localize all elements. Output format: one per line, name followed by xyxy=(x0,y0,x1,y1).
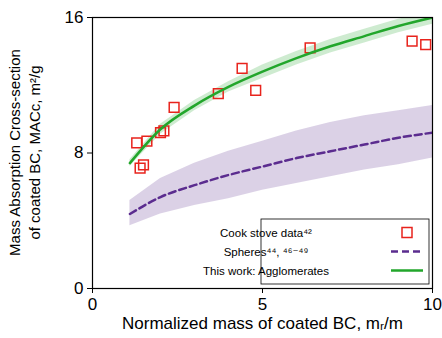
svg-text:Spheres⁴⁴, ⁴⁶⁻⁴⁹: Spheres⁴⁴, ⁴⁶⁻⁴⁹ xyxy=(224,246,309,258)
svg-text:0: 0 xyxy=(74,279,83,298)
svg-text:Cook stove data⁴²: Cook stove data⁴² xyxy=(220,227,312,239)
svg-text:10: 10 xyxy=(423,295,442,314)
svg-text:Mass Absorption Cross-section: Mass Absorption Cross-section xyxy=(6,49,23,256)
svg-text:8: 8 xyxy=(74,143,83,162)
svg-text:This work: Agglomerates: This work: Agglomerates xyxy=(203,265,329,277)
svg-text:16: 16 xyxy=(65,8,84,27)
svg-text:5: 5 xyxy=(258,295,267,314)
svg-text:Normalized mass of coated BC,: Normalized mass of coated BC, mᵣ/m xyxy=(122,314,403,333)
svg-text:0: 0 xyxy=(88,295,97,314)
svg-text:of coated BC, MACc, m²/g: of coated BC, MACc, m²/g xyxy=(26,65,43,239)
